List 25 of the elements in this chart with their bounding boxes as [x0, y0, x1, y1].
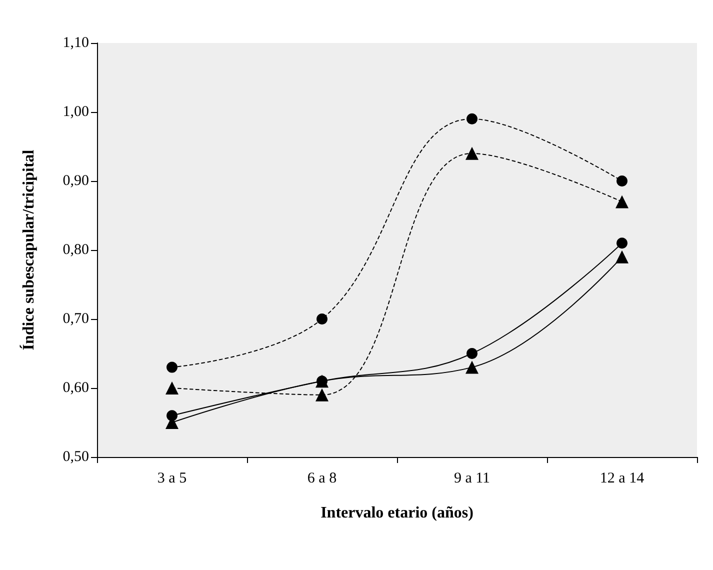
y-tick-label: 0,70 — [62, 311, 89, 327]
y-tick-label: 0,90 — [62, 173, 89, 189]
point — [166, 382, 178, 394]
point — [616, 176, 628, 186]
point — [166, 362, 178, 373]
point — [466, 146, 478, 160]
y-tick-label: 1,00 — [62, 104, 89, 120]
point — [616, 238, 628, 249]
x-tick-label: 6 a 8 — [307, 470, 337, 486]
y-tick-label: 0,80 — [62, 242, 89, 258]
y-tick-label: 0,50 — [62, 449, 89, 465]
y-tick-label: 1,10 — [62, 35, 89, 51]
point — [466, 113, 478, 124]
point — [466, 360, 478, 374]
point — [316, 388, 328, 402]
x-tick-label: 3 a 5 — [157, 470, 187, 486]
point — [466, 348, 478, 359]
x-tick-label: 12 a 14 — [600, 470, 645, 486]
y-tick-label: 0,60 — [62, 380, 89, 396]
point — [316, 314, 328, 324]
x-tick-label: 9 a 11 — [454, 470, 490, 486]
y-axis-title: Índice subescapular/tricipital — [20, 149, 38, 350]
x-axis-title: Intervalo etario (años) — [320, 504, 474, 522]
point — [616, 195, 628, 208]
point — [616, 250, 628, 264]
